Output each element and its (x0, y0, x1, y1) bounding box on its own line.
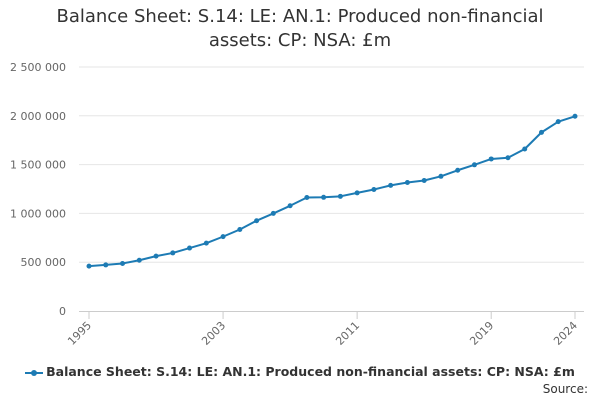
data-point[interactable] (538, 129, 544, 135)
x-tick-label: 2003 (199, 319, 228, 348)
data-point[interactable] (321, 194, 327, 200)
data-point[interactable] (371, 186, 377, 192)
y-tick-label: 2 000 000 (10, 110, 66, 123)
series-group (86, 113, 578, 269)
legend-label: Balance Sheet: S.14: LE: AN.1: Produced … (46, 364, 575, 379)
data-point[interactable] (153, 253, 159, 259)
data-point[interactable] (187, 245, 193, 251)
data-point[interactable] (421, 178, 427, 184)
x-tick-label: 2024 (551, 319, 580, 348)
x-tick-label: 2011 (333, 319, 362, 348)
data-point[interactable] (86, 263, 92, 269)
y-tick-label: 1 500 000 (10, 159, 66, 172)
data-point[interactable] (203, 240, 209, 246)
data-point[interactable] (555, 119, 561, 125)
data-point[interactable] (572, 113, 578, 119)
x-tick-label: 1995 (65, 319, 94, 348)
data-point[interactable] (505, 155, 511, 161)
series-line[interactable] (88, 115, 576, 268)
data-point[interactable] (237, 227, 243, 233)
data-point[interactable] (120, 260, 126, 266)
y-tick-label: 2 500 000 (10, 61, 66, 74)
data-point[interactable] (287, 203, 293, 209)
chart-title: Balance Sheet: S.14: LE: AN.1: Produced … (0, 5, 600, 53)
grid-lines (79, 66, 584, 263)
data-point[interactable] (304, 194, 310, 200)
data-point[interactable] (103, 262, 109, 268)
source-label: Source: (542, 382, 588, 396)
legend-dot (31, 369, 38, 376)
data-point[interactable] (438, 173, 444, 179)
data-point[interactable] (136, 257, 142, 263)
data-point[interactable] (170, 250, 176, 256)
legend-marker (25, 368, 44, 378)
data-point[interactable] (354, 190, 360, 196)
chart-title-line-1: Balance Sheet: S.14: LE: AN.1: Produced … (56, 6, 544, 27)
y-tick-label: 1 000 000 (10, 207, 66, 220)
y-tick-label: 500 000 (21, 256, 67, 269)
data-point[interactable] (522, 146, 528, 152)
data-point[interactable] (471, 162, 477, 168)
data-point[interactable] (220, 234, 226, 240)
x-axis: 1995 2003 2011 2019 2024 (65, 311, 584, 348)
data-point[interactable] (270, 210, 276, 216)
chart-title-line-2: assets: CP: NSA: £m (208, 30, 392, 51)
data-point[interactable] (404, 179, 410, 185)
data-point[interactable] (254, 218, 260, 224)
y-tick-label: 0 (59, 305, 66, 318)
data-point[interactable] (388, 182, 394, 188)
y-axis-tick-labels: 0 500 000 1 000 000 1 500 000 2 000 000 2 500… (10, 61, 66, 318)
data-point[interactable] (488, 156, 494, 162)
data-point[interactable] (337, 193, 343, 199)
data-point[interactable] (455, 167, 461, 173)
x-tick-label: 2019 (467, 319, 496, 348)
legend[interactable]: Balance Sheet: S.14: LE: AN.1: Produced … (0, 364, 600, 379)
